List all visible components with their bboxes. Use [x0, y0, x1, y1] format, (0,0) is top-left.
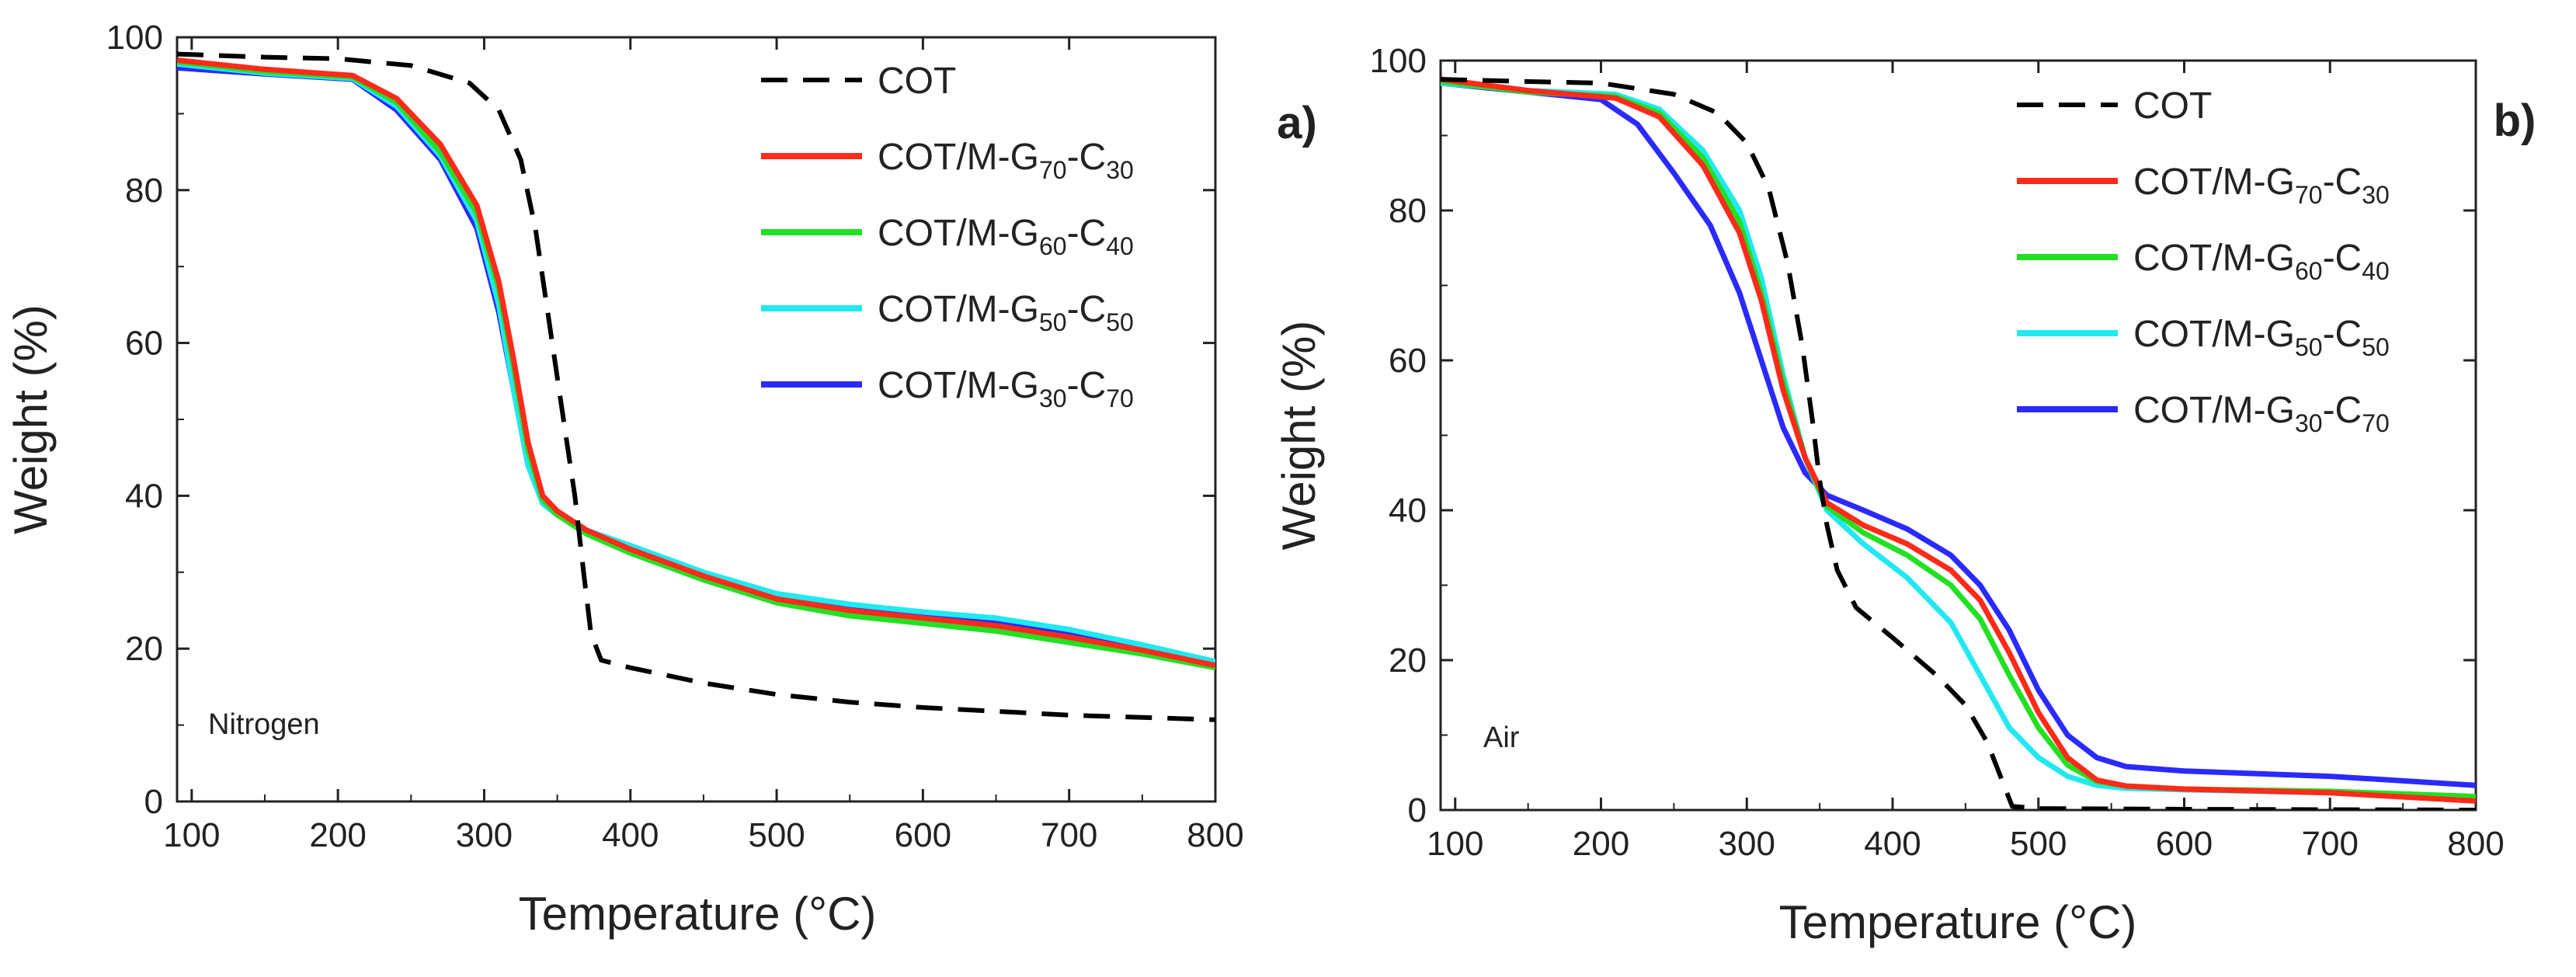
- x-tick-label: 600: [2156, 825, 2213, 863]
- legend-text: -C: [1067, 213, 1107, 254]
- y-tick-label: 60: [125, 325, 163, 363]
- series-line-cot-m-g70-c30: [1441, 76, 2476, 804]
- y-tick-label: 80: [125, 172, 163, 210]
- legend-subscript: 30: [2362, 181, 2390, 209]
- atmosphere-annotation: Nitrogen: [208, 708, 320, 741]
- y-tick-label: 0: [144, 783, 163, 821]
- x-tick-label: 100: [163, 816, 220, 854]
- x-axis-label: Temperature (°C): [1779, 896, 2137, 948]
- series-line-cot-m-g70-c30: [177, 57, 1215, 669]
- panel-label: a): [1277, 98, 1317, 148]
- series-line-cot-m-g50-c50: [1441, 80, 2476, 801]
- legend-subscript: 50: [2295, 333, 2323, 361]
- legend-subscript: 70: [2295, 181, 2323, 209]
- y-tick-label: 100: [1370, 42, 1427, 80]
- legend-text: -C: [2323, 314, 2362, 355]
- legend-text: COT/M-G: [2133, 162, 2295, 203]
- legend-label: COT/M-G50-C50: [878, 289, 1134, 336]
- legend-text: COT/M-G: [878, 213, 1039, 254]
- legend-label: COT/M-G70-C30: [2133, 162, 2390, 209]
- legend-text: -C: [2323, 390, 2362, 431]
- atmosphere-annotation: Air: [1483, 721, 1520, 754]
- legend-text: COT: [878, 61, 956, 102]
- x-tick-label: 600: [895, 816, 951, 854]
- legend-subscript: 30: [2295, 409, 2323, 437]
- chart-panel-a: 100 200 300 400 500 600 700 800 0 20 40 60 80 100 Temp…: [5, 19, 1317, 940]
- x-tick-label: 400: [1864, 825, 1921, 863]
- y-tick-label: 0: [1408, 791, 1427, 829]
- legend-text: COT: [2133, 85, 2212, 127]
- legend-label: COT/M-G70-C30: [878, 137, 1134, 184]
- legend-subscript: 60: [2295, 257, 2323, 285]
- legend-label: COT/M-G30-C70: [2133, 390, 2390, 437]
- x-tick-label: 300: [1719, 825, 1775, 863]
- x-axis-label: Temperature (°C): [519, 888, 877, 940]
- legend-text: COT/M-G: [2133, 390, 2295, 431]
- series-line-cot-m-g60-c40: [177, 59, 1215, 671]
- x-tick-label: 100: [1427, 825, 1483, 863]
- legend-label: COT: [878, 61, 956, 102]
- y-axis-label: Weight (%): [1273, 321, 1325, 551]
- y-tick-label: 40: [125, 477, 163, 515]
- legend-subscript: 70: [1106, 384, 1134, 412]
- y-tick-label: 20: [125, 630, 163, 668]
- legend-subscript: 50: [1039, 308, 1067, 336]
- y-tick-label: 80: [1389, 192, 1427, 230]
- legend-subscript: 50: [1106, 308, 1134, 336]
- panel-label: b): [2494, 96, 2536, 146]
- legend-subscript: 30: [1039, 384, 1067, 412]
- y-tick-label: 40: [1389, 492, 1427, 530]
- legend-label: COT/M-G60-C40: [878, 213, 1134, 260]
- legend-text: -C: [1067, 365, 1107, 406]
- series-line-cot: [1441, 77, 2476, 810]
- x-tick-label: 700: [2302, 825, 2359, 863]
- legend-text: COT/M-G: [878, 365, 1039, 406]
- legend-text: COT/M-G: [2133, 314, 2295, 355]
- legend-subscript: 70: [2362, 409, 2390, 437]
- x-tick-label: 800: [1187, 816, 1243, 854]
- x-tick-label: 200: [1573, 825, 1629, 863]
- legend-label: COT/M-G30-C70: [878, 365, 1134, 412]
- x-tick-label: 300: [456, 816, 513, 854]
- legend-text: COT/M-G: [878, 289, 1039, 330]
- legend-subscript: 40: [2362, 257, 2390, 285]
- legend-subscript: 60: [1039, 232, 1067, 260]
- y-axis-label: Weight (%): [5, 304, 57, 534]
- chart-panel-b: 100 200 300 400 500 600 700 800 0 20 40 60 80 100 Temp…: [1273, 42, 2536, 948]
- x-tick-label: 700: [1041, 816, 1097, 854]
- series-line-cot-m-g30-c70: [1441, 80, 2476, 788]
- legend-text: -C: [1067, 137, 1107, 178]
- legend-text: -C: [2323, 238, 2362, 279]
- legend-text: COT/M-G: [878, 137, 1039, 178]
- x-tick-label: 400: [602, 816, 659, 854]
- legend-subscript: 40: [1106, 232, 1134, 260]
- series-line-cot: [177, 51, 1215, 722]
- x-tick-label: 500: [2010, 825, 2067, 863]
- legend-text: -C: [1067, 289, 1107, 330]
- legend-label: COT/M-G60-C40: [2133, 238, 2390, 285]
- x-tick-label: 200: [309, 816, 366, 854]
- legend-subscript: 30: [1106, 156, 1134, 184]
- legend-text: COT/M-G: [2133, 238, 2295, 279]
- legend-label: COT: [2133, 85, 2212, 127]
- x-tick-label: 800: [2447, 825, 2504, 863]
- legend-subscript: 70: [1039, 156, 1067, 184]
- x-tick-label: 500: [748, 816, 805, 854]
- plot-frame: [176, 36, 1217, 803]
- y-tick-label: 20: [1389, 641, 1427, 680]
- y-tick-label: 100: [106, 19, 163, 57]
- y-tick-label: 60: [1389, 342, 1427, 380]
- legend-text: -C: [2323, 162, 2362, 203]
- legend-label: COT/M-G50-C50: [2133, 314, 2390, 361]
- legend-subscript: 50: [2362, 333, 2390, 361]
